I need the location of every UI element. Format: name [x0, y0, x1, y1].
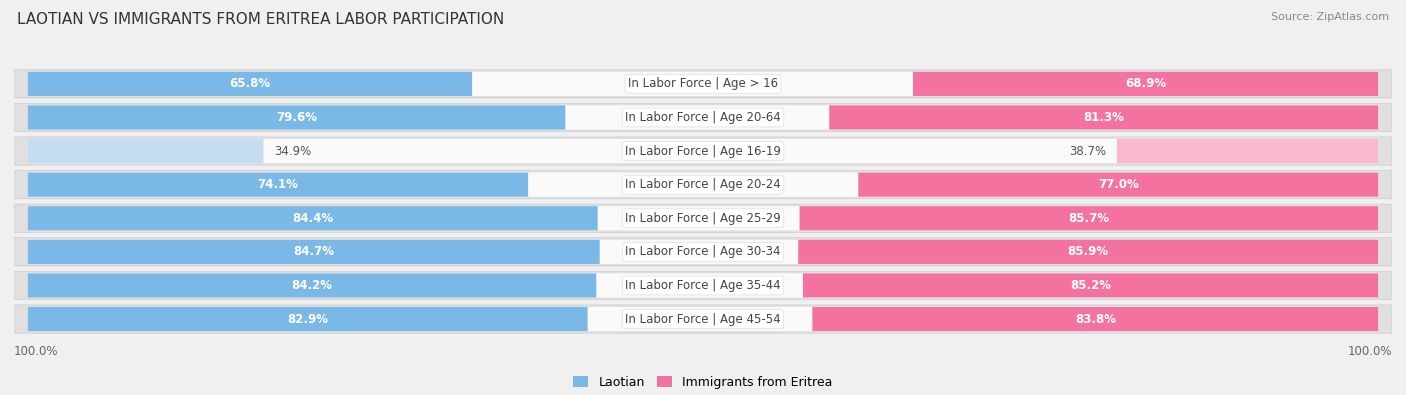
Text: 79.6%: 79.6% [276, 111, 316, 124]
FancyBboxPatch shape [28, 139, 263, 163]
FancyBboxPatch shape [800, 206, 1378, 230]
FancyBboxPatch shape [14, 305, 1392, 333]
FancyBboxPatch shape [14, 70, 1392, 98]
FancyBboxPatch shape [14, 271, 1392, 299]
FancyBboxPatch shape [28, 240, 600, 264]
FancyBboxPatch shape [28, 240, 1378, 264]
Text: 77.0%: 77.0% [1098, 178, 1139, 191]
FancyBboxPatch shape [28, 173, 1378, 197]
FancyBboxPatch shape [813, 307, 1378, 331]
Text: 100.0%: 100.0% [14, 345, 59, 358]
FancyBboxPatch shape [912, 72, 1378, 96]
Text: 68.9%: 68.9% [1125, 77, 1166, 90]
FancyBboxPatch shape [28, 173, 529, 197]
Text: 100.0%: 100.0% [1347, 345, 1392, 358]
FancyBboxPatch shape [28, 72, 1378, 96]
Text: 84.2%: 84.2% [291, 279, 333, 292]
FancyBboxPatch shape [28, 307, 588, 331]
FancyBboxPatch shape [28, 206, 598, 230]
FancyBboxPatch shape [14, 238, 1392, 266]
FancyBboxPatch shape [858, 173, 1378, 197]
FancyBboxPatch shape [28, 105, 1378, 130]
Legend: Laotian, Immigrants from Eritrea: Laotian, Immigrants from Eritrea [568, 371, 838, 394]
Text: 84.7%: 84.7% [294, 245, 335, 258]
FancyBboxPatch shape [28, 105, 565, 130]
Text: In Labor Force | Age 25-29: In Labor Force | Age 25-29 [626, 212, 780, 225]
FancyBboxPatch shape [803, 273, 1378, 297]
Text: In Labor Force | Age 35-44: In Labor Force | Age 35-44 [626, 279, 780, 292]
FancyBboxPatch shape [1116, 139, 1378, 163]
Text: 85.9%: 85.9% [1067, 245, 1109, 258]
FancyBboxPatch shape [14, 204, 1392, 232]
FancyBboxPatch shape [28, 273, 596, 297]
Text: In Labor Force | Age 16-19: In Labor Force | Age 16-19 [626, 145, 780, 158]
Text: In Labor Force | Age 45-54: In Labor Force | Age 45-54 [626, 312, 780, 325]
FancyBboxPatch shape [28, 273, 1378, 297]
FancyBboxPatch shape [28, 139, 1378, 163]
Text: In Labor Force | Age 20-24: In Labor Force | Age 20-24 [626, 178, 780, 191]
Text: 34.9%: 34.9% [274, 145, 311, 158]
Text: In Labor Force | Age 20-64: In Labor Force | Age 20-64 [626, 111, 780, 124]
Text: 82.9%: 82.9% [287, 312, 328, 325]
FancyBboxPatch shape [799, 240, 1378, 264]
Text: In Labor Force | Age > 16: In Labor Force | Age > 16 [628, 77, 778, 90]
Text: 84.4%: 84.4% [292, 212, 333, 225]
Text: 85.2%: 85.2% [1070, 279, 1111, 292]
FancyBboxPatch shape [28, 307, 1378, 331]
FancyBboxPatch shape [14, 103, 1392, 132]
FancyBboxPatch shape [28, 72, 472, 96]
FancyBboxPatch shape [830, 105, 1378, 130]
Text: 38.7%: 38.7% [1070, 145, 1107, 158]
Text: 85.7%: 85.7% [1069, 212, 1109, 225]
FancyBboxPatch shape [28, 206, 1378, 230]
Text: In Labor Force | Age 30-34: In Labor Force | Age 30-34 [626, 245, 780, 258]
Text: 65.8%: 65.8% [229, 77, 270, 90]
FancyBboxPatch shape [14, 171, 1392, 199]
Text: 81.3%: 81.3% [1083, 111, 1125, 124]
Text: Source: ZipAtlas.com: Source: ZipAtlas.com [1271, 12, 1389, 22]
Text: LAOTIAN VS IMMIGRANTS FROM ERITREA LABOR PARTICIPATION: LAOTIAN VS IMMIGRANTS FROM ERITREA LABOR… [17, 12, 505, 27]
Text: 83.8%: 83.8% [1074, 312, 1116, 325]
FancyBboxPatch shape [14, 137, 1392, 165]
Text: 74.1%: 74.1% [257, 178, 298, 191]
